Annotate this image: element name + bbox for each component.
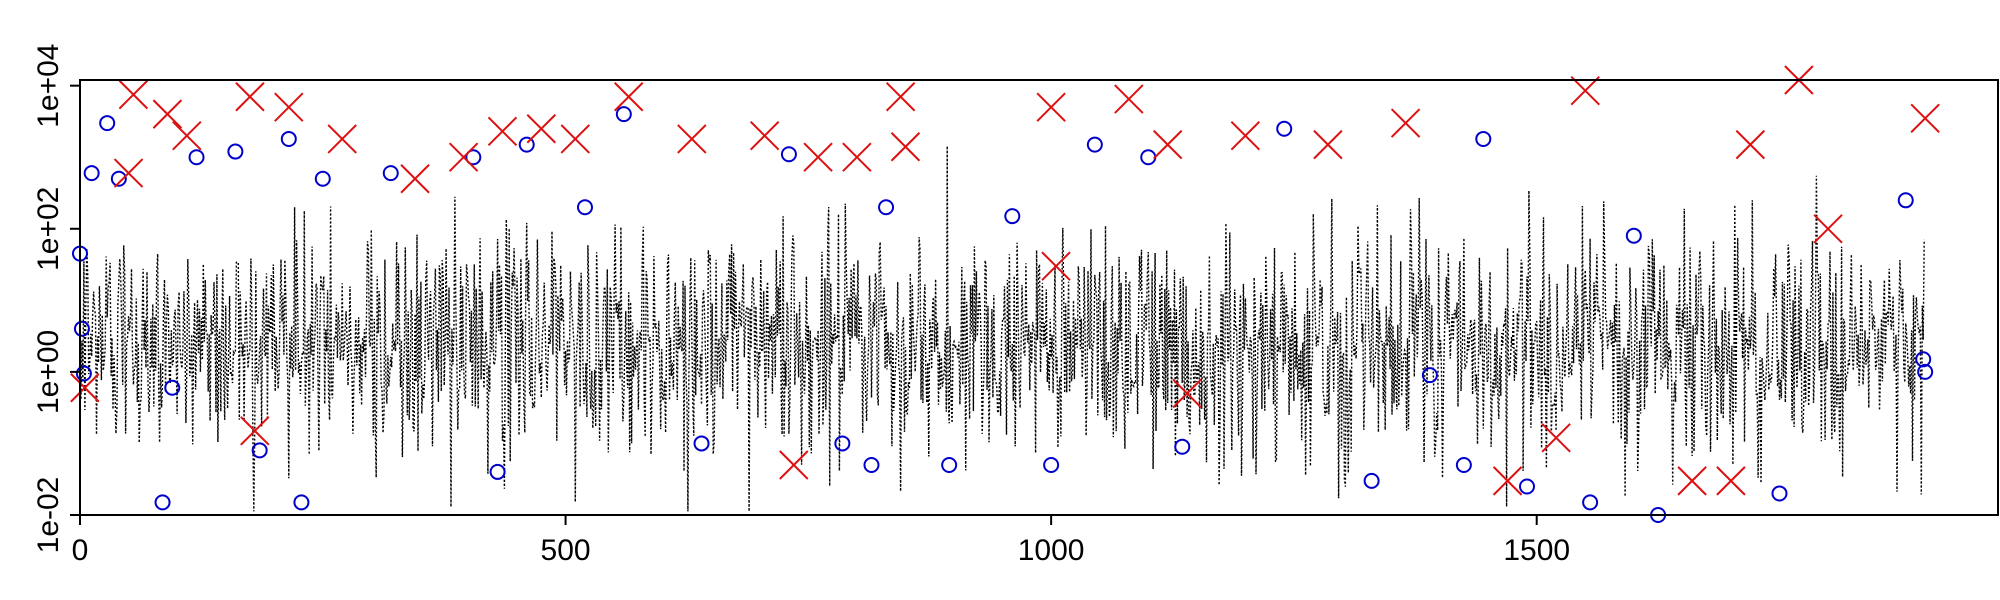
cross-point [1152, 129, 1183, 160]
circle-point [1915, 351, 1932, 368]
cross-point [803, 142, 833, 172]
circle-point [382, 165, 399, 182]
plot-frame [79, 79, 1999, 516]
circle-point [1897, 192, 1914, 209]
cross-point [172, 120, 202, 151]
cross-point [1390, 108, 1421, 138]
cross-point [1735, 129, 1766, 160]
y-tick-label: 1e-02 [32, 477, 65, 554]
circle-point [110, 170, 127, 187]
circle-point [1582, 494, 1599, 511]
cross-point [1041, 251, 1071, 281]
circle-point [615, 106, 632, 123]
circle-point [878, 199, 895, 216]
y-tick-label: 1e+00 [32, 330, 65, 414]
circle-point [227, 143, 244, 160]
circle-point [518, 136, 535, 153]
circle-point [1004, 208, 1021, 225]
cross-point [1677, 466, 1707, 496]
x-tick-label: 500 [541, 534, 591, 567]
y-axis: 1e-02 1e+00 1e+02 1e+04 [32, 44, 80, 554]
circle-point [164, 379, 181, 396]
circle-point [1455, 456, 1472, 473]
cross-point [235, 82, 265, 112]
cross-point [842, 142, 872, 172]
circle-markers [72, 106, 1934, 523]
x-tick-label: 1000 [1018, 534, 1085, 567]
cross-point [526, 114, 556, 144]
cross-point [1114, 84, 1144, 114]
circle-point [293, 494, 310, 511]
cross-point [677, 124, 707, 154]
circle-point [780, 146, 797, 163]
cross-point [1036, 92, 1066, 122]
circle-point [188, 149, 205, 166]
x-axis: 0 500 1000 1500 [72, 515, 1570, 567]
circle-point [1917, 363, 1934, 380]
cross-point [1172, 378, 1202, 409]
circle-point [73, 320, 90, 337]
circle-point [1518, 478, 1535, 495]
cross-point [487, 116, 518, 147]
circle-point [941, 456, 958, 473]
noisy-series-line [79, 145, 1925, 512]
cross-point [274, 92, 304, 122]
circle-point [1140, 149, 1157, 166]
cross-point [448, 142, 479, 172]
cross-point [152, 99, 183, 129]
circle-point [465, 149, 482, 166]
cross-point [1716, 466, 1746, 496]
cross-point [240, 416, 270, 446]
series-path [79, 145, 1925, 512]
circle-point [576, 199, 593, 216]
circle-point [251, 442, 268, 459]
circle-point [1363, 472, 1380, 489]
circle-point [83, 165, 100, 182]
circle-point [280, 130, 297, 147]
circle-point [1421, 367, 1438, 384]
cross-point [70, 373, 100, 403]
cross-markers [70, 65, 1940, 496]
circle-point [1475, 130, 1492, 147]
cross-point [118, 79, 149, 110]
circle-point [1043, 456, 1060, 473]
circle-point [489, 463, 506, 480]
cross-point [885, 82, 916, 112]
cross-point [400, 164, 430, 194]
circle-point [75, 365, 92, 382]
cross-point [113, 158, 144, 188]
cross-point [560, 124, 590, 154]
circle-point [314, 170, 331, 187]
cross-point [1492, 466, 1523, 496]
cross-point [749, 120, 780, 151]
cross-point [779, 450, 809, 480]
circle-point [99, 115, 116, 132]
cross-point [1230, 120, 1261, 151]
circle-point [1625, 227, 1642, 244]
cross-point [1910, 103, 1940, 133]
circle-point [863, 456, 880, 473]
y-tick-label: 1e+04 [32, 44, 65, 128]
circle-point [1174, 438, 1191, 455]
circle-point [693, 435, 710, 452]
circle-point [1771, 485, 1788, 502]
x-tick-label: 0 [72, 534, 89, 567]
cross-point [613, 82, 644, 112]
cross-point [1570, 76, 1600, 106]
circle-point [1276, 120, 1293, 137]
circle-point [154, 494, 171, 511]
cross-point [1541, 423, 1571, 453]
x-tick-label: 1500 [1503, 534, 1570, 567]
cross-point [1313, 129, 1343, 160]
circle-point [834, 435, 851, 452]
cross-point [1813, 214, 1843, 244]
y-tick-label: 1e+02 [32, 187, 65, 271]
cross-point [327, 124, 357, 154]
cross-point [890, 132, 921, 162]
circle-point [1086, 136, 1103, 153]
